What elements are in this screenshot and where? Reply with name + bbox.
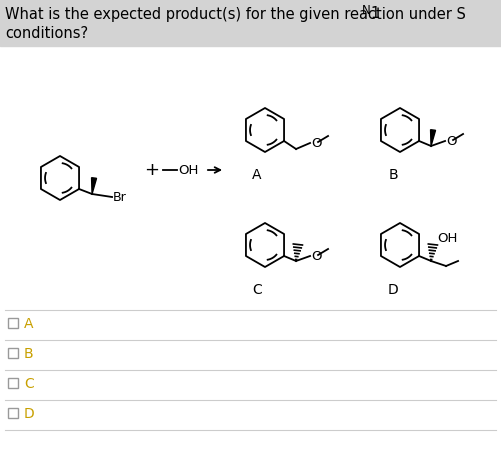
- Text: 1: 1: [370, 7, 379, 21]
- Text: A: A: [24, 317, 34, 331]
- Text: C: C: [24, 377, 34, 391]
- Text: OH: OH: [178, 164, 198, 177]
- Bar: [8, 318, 18, 328]
- Bar: [8, 408, 18, 418]
- Text: +: +: [144, 161, 159, 179]
- Text: O: O: [446, 134, 456, 147]
- Text: A: A: [252, 168, 262, 182]
- Text: B: B: [388, 168, 398, 182]
- Text: O: O: [311, 250, 322, 263]
- Polygon shape: [92, 178, 97, 194]
- Text: C: C: [252, 283, 262, 297]
- Text: D: D: [24, 407, 35, 421]
- Text: O: O: [311, 137, 322, 150]
- Bar: [8, 348, 18, 358]
- Bar: [8, 378, 18, 388]
- Text: Br: Br: [113, 191, 127, 204]
- Bar: [0, 0, 501, 46]
- Text: D: D: [388, 283, 398, 297]
- Polygon shape: [430, 130, 435, 146]
- Text: N: N: [362, 4, 371, 16]
- Text: OH: OH: [437, 232, 457, 245]
- Text: conditions?: conditions?: [5, 26, 88, 40]
- Text: What is the expected product(s) for the given reaction under S: What is the expected product(s) for the …: [5, 7, 466, 21]
- Text: B: B: [24, 347, 34, 361]
